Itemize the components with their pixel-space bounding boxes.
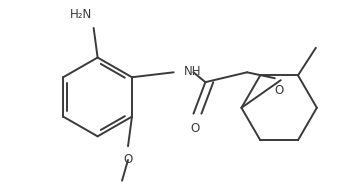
Text: NH: NH (184, 65, 201, 78)
Text: O: O (274, 84, 283, 97)
Text: O: O (124, 153, 133, 166)
Text: H₂N: H₂N (70, 8, 92, 21)
Text: O: O (191, 122, 200, 134)
